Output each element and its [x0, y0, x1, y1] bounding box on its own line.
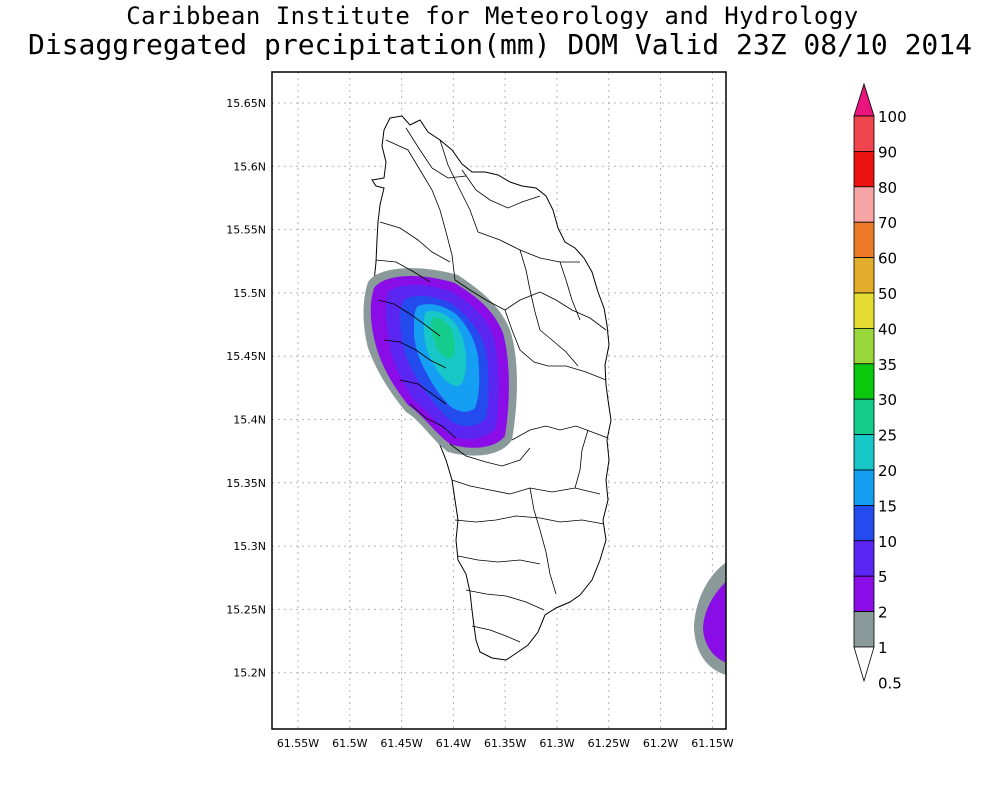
colorbar-segment [853, 327, 875, 365]
colorbar-label: 100 [878, 108, 907, 126]
lat-tick-label: 15.45N [226, 350, 266, 363]
lon-tick-label: 61.25W [588, 737, 630, 750]
colorbar-segment [853, 398, 875, 436]
map-frame [271, 71, 727, 730]
colorbar-label: 2 [878, 604, 888, 622]
lon-tick-label: 61.5W [332, 737, 367, 750]
colorbar-segment [853, 363, 875, 400]
precip-east-band-1 [703, 581, 726, 663]
lon-tick-label: 61.3W [539, 737, 574, 750]
colorbar-segment [853, 504, 875, 542]
colorbar-label: 0.5 [878, 674, 902, 692]
colorbar-label: 90 [878, 143, 897, 161]
colorbar-label: 40 [878, 320, 897, 338]
colorbar-segment [853, 540, 875, 577]
colorbar: 100 90 80 70 60 50 40 35 30 25 20 15 10 5 2 1 0.5 [853, 82, 907, 692]
lon-tick-label: 61.45W [380, 737, 422, 750]
colorbar-label: 15 [878, 497, 897, 515]
colorbar-label: 60 [878, 250, 897, 268]
longitude-axis: 61.55W 61.5W 61.45W 61.4W 61.35W 61.3W 61.25W 6… [277, 737, 734, 750]
colorbar-label: 10 [878, 533, 897, 551]
lat-tick-label: 15.6N [233, 160, 266, 173]
colorbar-segment [853, 257, 875, 294]
colorbar-segment [853, 292, 875, 329]
colorbar-segment [853, 150, 875, 188]
river-basin-lines [375, 127, 609, 643]
lat-tick-label: 15.3N [233, 540, 266, 553]
chart-subtitle: Disaggregated precipitation(mm) DOM Vali… [27, 28, 972, 61]
colorbar-segment [853, 611, 875, 648]
lon-tick-label: 61.2W [643, 737, 678, 750]
lon-tick-label: 61.35W [484, 737, 526, 750]
chart-title: Caribbean Institute for Meteorology and … [126, 2, 859, 30]
lat-tick-label: 15.2N [233, 667, 266, 680]
lon-tick-label: 61.4W [436, 737, 471, 750]
lat-tick-label: 15.65N [226, 97, 266, 110]
precip-band-20 [431, 317, 455, 359]
colorbar-label: 30 [878, 391, 897, 409]
colorbar-segment [853, 434, 875, 471]
colorbar-label: 5 [878, 568, 888, 586]
precip-cell-east [694, 562, 726, 675]
colorbar-segment [853, 575, 875, 613]
colorbar-label: 1 [878, 639, 888, 657]
colorbar-label: 50 [878, 285, 897, 303]
colorbar-arrow-bottom [853, 646, 875, 683]
colorbar-label: 70 [878, 214, 897, 232]
lon-tick-label: 61.15W [691, 737, 733, 750]
lat-tick-label: 15.5N [233, 287, 266, 300]
colorbar-segment [853, 221, 875, 258]
colorbar-label: 80 [878, 179, 897, 197]
colorbar-segment [853, 115, 875, 152]
latitude-axis: 15.65N 15.6N 15.55N 15.5N 15.45N 15.4N 15.35N 1… [226, 97, 266, 680]
colorbar-segment [853, 186, 875, 223]
colorbar-label: 35 [878, 356, 897, 374]
lat-tick-label: 15.25N [226, 603, 266, 616]
lat-tick-label: 15.4N [233, 414, 266, 427]
lat-tick-label: 15.55N [226, 224, 266, 237]
lon-tick-label: 61.55W [277, 737, 319, 750]
colorbar-segment [853, 469, 875, 506]
colorbar-arrow-top [853, 82, 875, 117]
colorbar-label: 20 [878, 462, 897, 480]
colorbar-label: 25 [878, 427, 897, 445]
precip-cell-main [363, 268, 517, 456]
lat-tick-label: 15.35N [226, 477, 266, 490]
